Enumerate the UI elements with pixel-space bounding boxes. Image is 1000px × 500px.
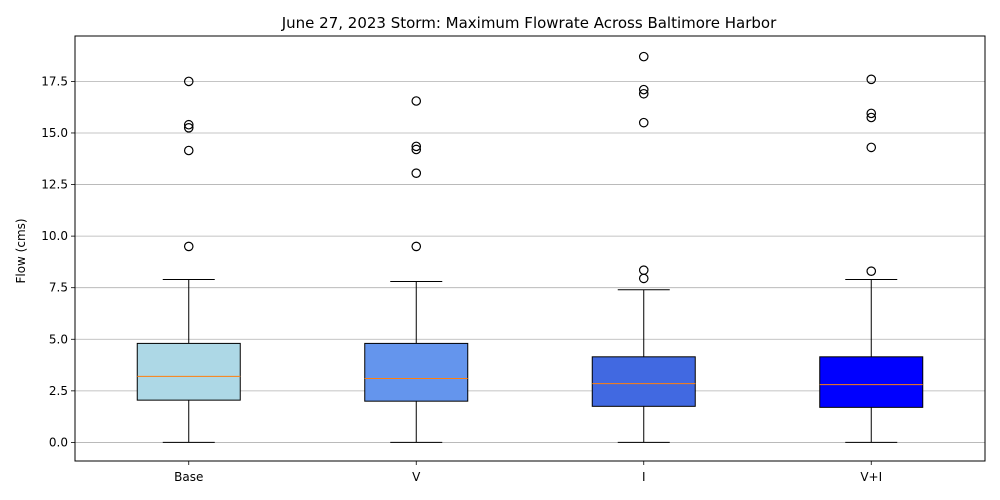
- plot-frame: [74, 35, 986, 462]
- outlier-point: [411, 241, 422, 252]
- box-group-v: [364, 96, 469, 443]
- box-group-v-i: [819, 74, 924, 443]
- y-tick-label: 12.5: [41, 178, 68, 192]
- chart-title: June 27, 2023 Storm: Maximum Flowrate Ac…: [281, 14, 777, 32]
- y-tick-label: 0.0: [49, 435, 68, 449]
- box: [819, 356, 924, 408]
- outlier-point: [183, 119, 194, 130]
- y-axis-label: Flow (cms): [14, 218, 28, 283]
- x-tick-label: V+I: [860, 470, 882, 484]
- outlier-point: [183, 145, 194, 156]
- outlier-point: [411, 168, 422, 178]
- y-tick-label: 2.5: [49, 384, 68, 398]
- outlier-point: [866, 74, 877, 85]
- x-tick-label: Base: [174, 470, 203, 484]
- outlier-point: [411, 96, 422, 106]
- box: [364, 342, 469, 402]
- outlier-point: [866, 142, 877, 153]
- box-group-i: [591, 51, 696, 443]
- x-axis: Base V I V+I: [174, 461, 882, 484]
- outlier-point: [183, 241, 194, 252]
- x-tick-label: V: [412, 470, 421, 484]
- box-group-base: [136, 76, 241, 443]
- boxes: [136, 51, 924, 443]
- outlier-point: [866, 266, 877, 276]
- y-tick-label: 7.5: [49, 281, 68, 295]
- outlier-point: [866, 108, 877, 119]
- y-tick-label: 17.5: [41, 74, 68, 88]
- outlier-point: [183, 76, 194, 87]
- x-tick-label: I: [642, 470, 646, 484]
- outlier-point: [638, 273, 649, 284]
- outlier-point: [638, 84, 649, 95]
- outlier-point: [638, 88, 649, 99]
- outlier-point: [411, 141, 422, 152]
- box: [591, 356, 696, 407]
- outlier-point: [183, 123, 194, 133]
- outlier-point: [638, 265, 649, 275]
- y-tick-label: 10.0: [41, 229, 68, 243]
- outlier-point: [866, 112, 877, 123]
- outlier-point: [638, 117, 649, 128]
- y-tick-label: 5.0: [49, 332, 68, 346]
- box: [136, 342, 241, 401]
- y-axis: 0.0 2.5 5.0 7.5 10.0 12.5 15.0 17.5: [41, 74, 75, 449]
- outlier-point: [638, 51, 649, 62]
- y-tick-label: 15.0: [41, 126, 68, 140]
- outlier-point: [411, 144, 422, 155]
